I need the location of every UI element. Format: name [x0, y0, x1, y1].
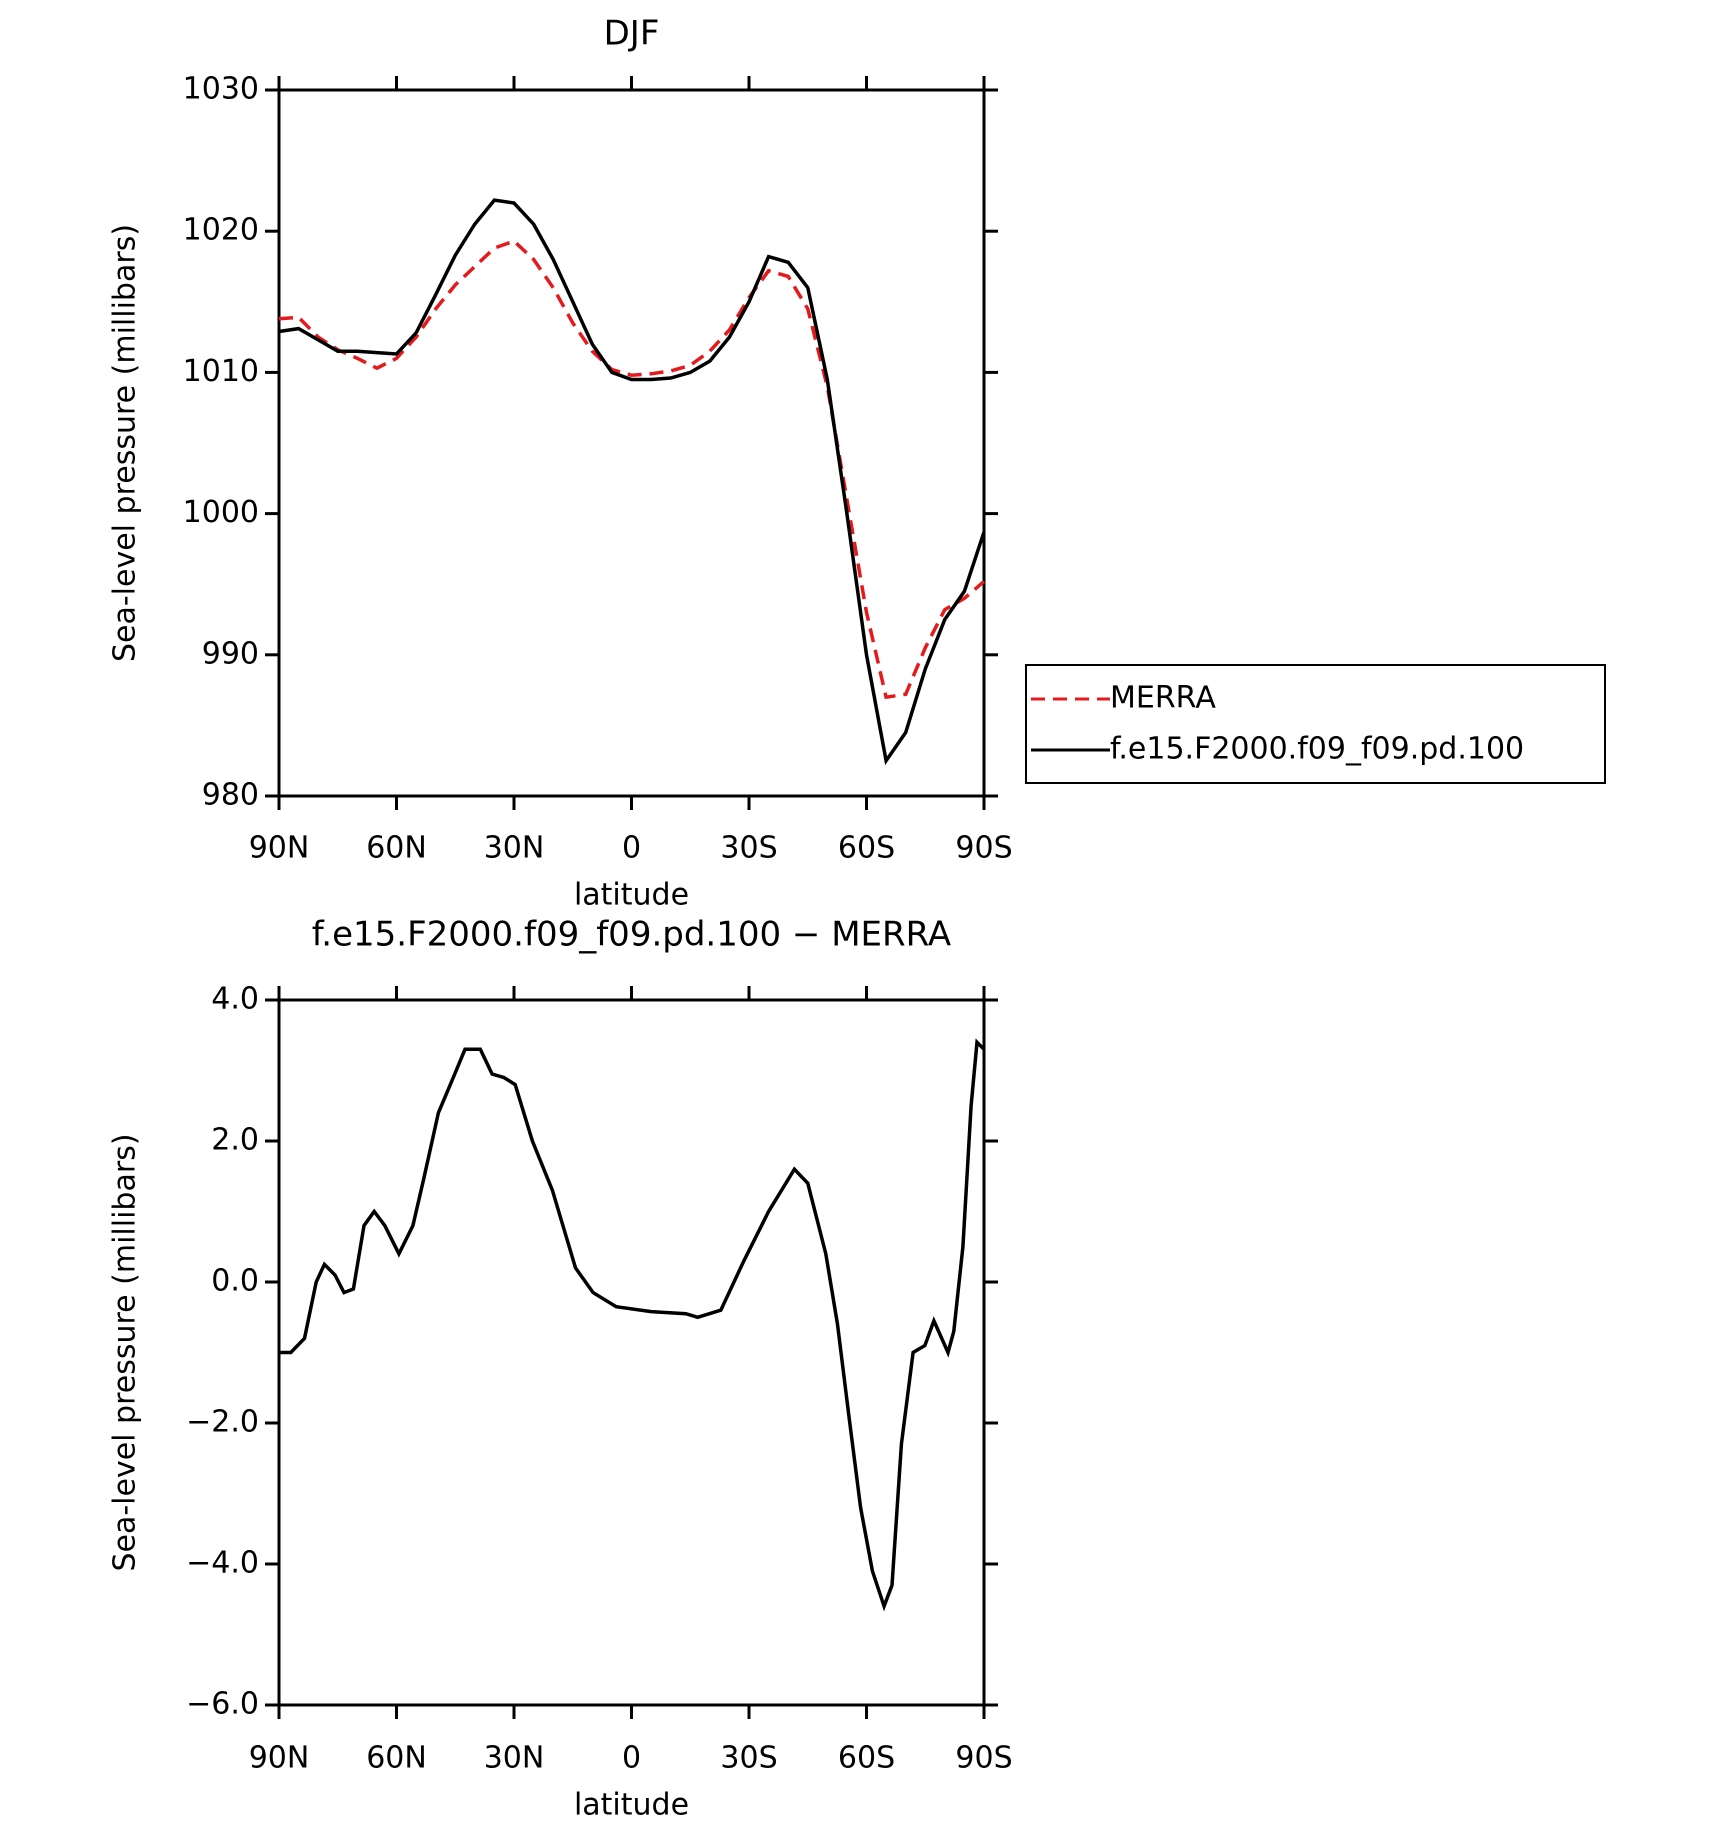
- y-tick-label: 1000: [183, 495, 259, 530]
- x-tick-label: 90S: [955, 831, 1012, 866]
- legend-label: f.e15.F2000.f09_f09.pd.100: [1110, 732, 1524, 767]
- x-tick-label: 90N: [249, 831, 310, 866]
- y-tick-label: −4.0: [186, 1546, 259, 1581]
- series-line: [278, 239, 986, 700]
- series-line: [279, 1038, 986, 1612]
- x-tick-label: 30N: [484, 831, 545, 866]
- legend-box: [1025, 664, 1606, 784]
- x-axis-label: latitude: [574, 878, 689, 913]
- y-tick-label: 990: [202, 636, 259, 671]
- x-tick-label: 60S: [838, 831, 895, 866]
- y-axis-label: Sea-level pressure (millibars): [108, 1133, 143, 1571]
- y-tick-label: −6.0: [186, 1687, 259, 1722]
- y-tick-label: 980: [202, 778, 259, 813]
- plot-frame: [277, 998, 986, 1707]
- x-tick-label: 30N: [484, 1741, 545, 1776]
- chart-title: f.e15.F2000.f09_f09.pd.100 − MERRA: [312, 915, 951, 955]
- y-tick-label: 1020: [183, 213, 259, 248]
- y-tick-label: 1030: [183, 72, 259, 107]
- y-tick-label: 0.0: [211, 1264, 259, 1299]
- y-tick-label: 4.0: [211, 982, 259, 1017]
- series-line: [278, 198, 986, 766]
- x-tick-label: 0: [622, 831, 641, 866]
- x-tick-label: 90N: [249, 1741, 310, 1776]
- y-axis-label: Sea-level pressure (millibars): [108, 224, 143, 662]
- legend-label: MERRA: [1110, 681, 1216, 716]
- x-tick-label: 60S: [838, 1741, 895, 1776]
- x-tick-label: 0: [622, 1741, 641, 1776]
- y-tick-label: 2.0: [211, 1123, 259, 1158]
- y-tick-label: 1010: [183, 354, 259, 389]
- x-axis-label: latitude: [574, 1788, 689, 1822]
- y-tick-label: −2.0: [186, 1405, 259, 1440]
- x-tick-label: 30S: [720, 831, 777, 866]
- x-tick-label: 60N: [366, 1741, 427, 1776]
- x-tick-label: 60N: [366, 831, 427, 866]
- x-tick-label: 90S: [955, 1741, 1012, 1776]
- chart-title: DJF: [604, 14, 660, 54]
- x-tick-label: 30S: [720, 1741, 777, 1776]
- plot-frame: [277, 88, 986, 798]
